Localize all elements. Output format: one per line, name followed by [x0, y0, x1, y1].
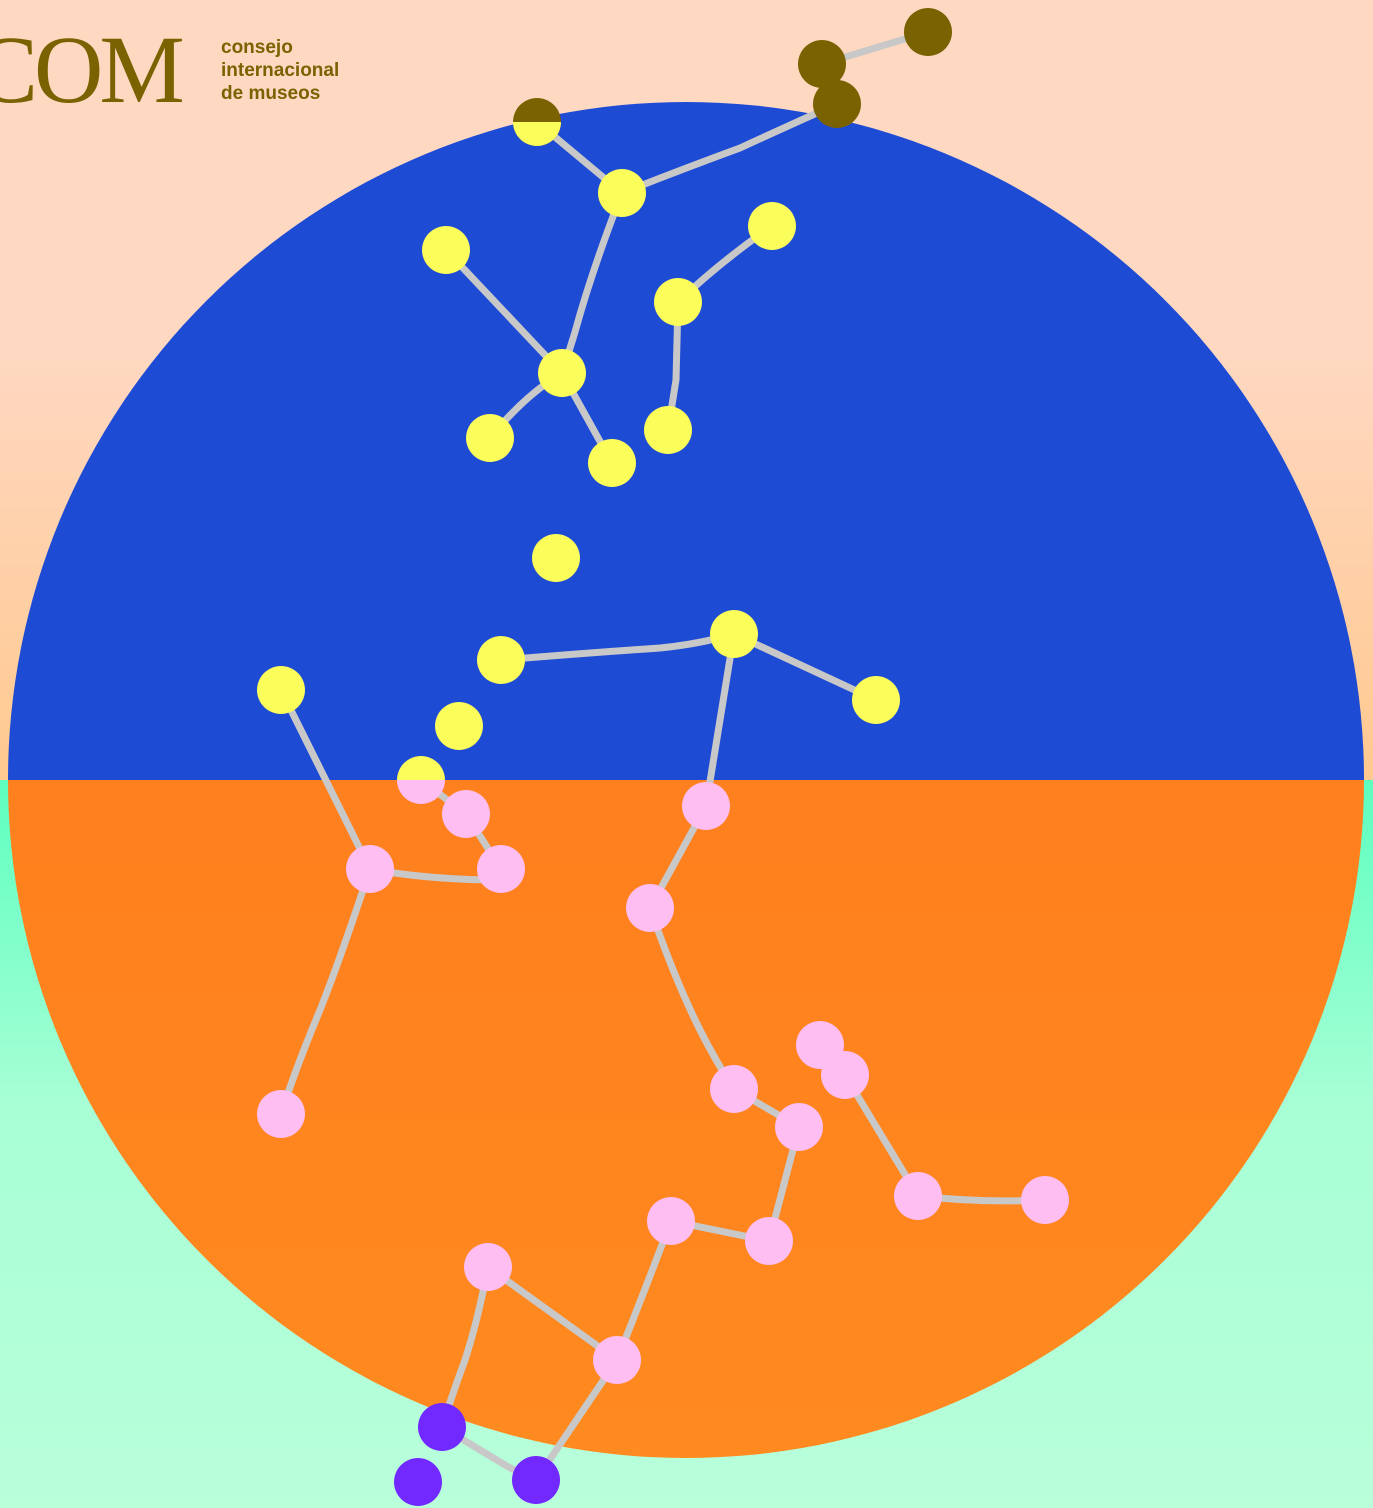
logo-line-2: internacional: [221, 60, 340, 81]
violet-stars: [394, 1403, 560, 1506]
star[interactable]: [710, 610, 758, 658]
icom-logo[interactable]: COM consejo internacional de museos: [0, 22, 380, 118]
star[interactable]: [1021, 1176, 1069, 1224]
sky-stars: [257, 169, 900, 750]
star[interactable]: [654, 278, 702, 326]
star[interactable]: [418, 1403, 466, 1451]
star[interactable]: [775, 1103, 823, 1151]
star[interactable]: [394, 1458, 442, 1506]
edge-stars-inside: [513, 122, 561, 146]
star[interactable]: [710, 1065, 758, 1113]
logo-line-1: consejo: [221, 37, 293, 58]
star[interactable]: [512, 1456, 560, 1504]
star[interactable]: [464, 1243, 512, 1291]
star[interactable]: [626, 884, 674, 932]
star[interactable]: [588, 439, 636, 487]
star[interactable]: [477, 636, 525, 684]
star[interactable]: [598, 169, 646, 217]
star[interactable]: [904, 8, 952, 56]
star[interactable]: [647, 1197, 695, 1245]
star[interactable]: [748, 202, 796, 250]
star[interactable]: [477, 845, 525, 893]
globe-earth-hemisphere: [8, 780, 1364, 1458]
star[interactable]: [813, 80, 861, 128]
logo-line-3: de museos: [221, 83, 321, 104]
star[interactable]: [644, 406, 692, 454]
star[interactable]: [257, 1090, 305, 1138]
star[interactable]: [442, 790, 490, 838]
star[interactable]: [821, 1051, 869, 1099]
star[interactable]: [532, 534, 580, 582]
star[interactable]: [798, 40, 846, 88]
star[interactable]: [593, 1336, 641, 1384]
logo-mark: COM: [0, 16, 185, 123]
star[interactable]: [257, 666, 305, 714]
logo-text: consejo internacional de museos: [221, 36, 339, 105]
star[interactable]: [422, 226, 470, 274]
star[interactable]: [745, 1217, 793, 1265]
horizon-star[interactable]: [397, 756, 445, 804]
star[interactable]: [346, 845, 394, 893]
star[interactable]: [682, 782, 730, 830]
star[interactable]: [894, 1172, 942, 1220]
star[interactable]: [852, 676, 900, 724]
star[interactable]: [435, 702, 483, 750]
star[interactable]: [466, 414, 514, 462]
star[interactable]: [538, 349, 586, 397]
earth-stars: [257, 782, 1069, 1384]
